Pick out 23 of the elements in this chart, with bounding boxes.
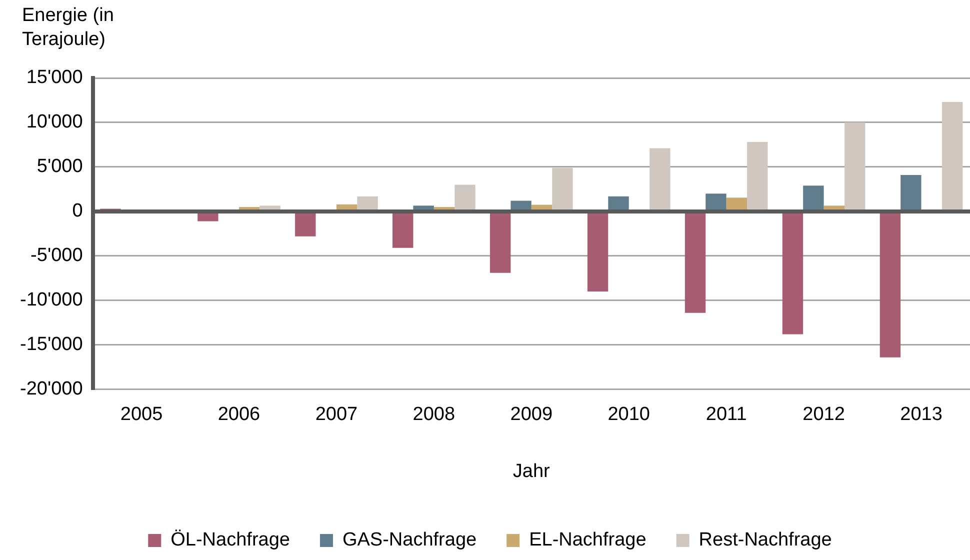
x-tick-label: 2012: [802, 404, 845, 426]
x-tick-label: 2008: [412, 404, 456, 426]
x-axis-title: Jahr: [512, 460, 551, 482]
legend-label: Rest-Nachfrage: [698, 530, 832, 551]
x-tick-label: 2013: [900, 404, 942, 426]
x-tick-label: 2007: [315, 404, 358, 426]
y-tick-label: 10'000: [26, 112, 83, 133]
x-tick-label: 2010: [608, 404, 650, 426]
x-tick-label: 2011: [706, 404, 747, 426]
legend-label: EL-Nachfrage: [529, 530, 646, 551]
legend-label: ÖL-Nachfrage: [170, 530, 290, 551]
y-tick-label: 0: [72, 200, 83, 222]
legend-label: GAS-Nachfrage: [342, 530, 477, 551]
y-tick-label: -5'000: [30, 245, 83, 266]
y-tick-label: -10'000: [20, 290, 83, 311]
x-tick-label: 2005: [120, 404, 163, 426]
y-axis-title: Energie (in Terajoule): [22, 4, 115, 52]
y-tick-label: -15'000: [20, 334, 83, 356]
y-tick-label: -20'000: [20, 378, 83, 400]
x-tick-label: 2009: [510, 404, 553, 426]
y-tick-label: 15'000: [26, 67, 83, 88]
y-tick-label: 5'000: [36, 156, 83, 178]
x-tick-label: 2006: [218, 404, 260, 426]
